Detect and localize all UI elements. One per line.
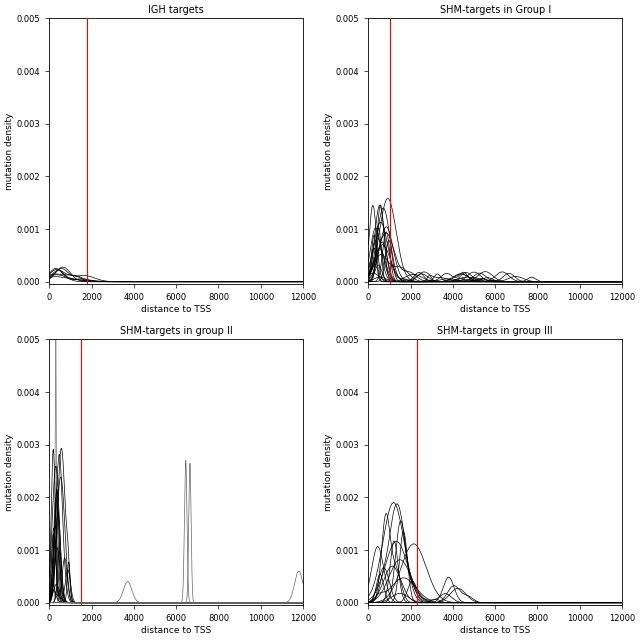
X-axis label: distance to TSS: distance to TSS xyxy=(141,626,211,635)
Y-axis label: mutation density: mutation density xyxy=(324,434,333,511)
Title: SHM-targets in group II: SHM-targets in group II xyxy=(120,326,232,336)
X-axis label: distance to TSS: distance to TSS xyxy=(460,305,531,314)
Y-axis label: mutation density: mutation density xyxy=(324,113,333,190)
Title: SHM-targets in Group I: SHM-targets in Group I xyxy=(440,5,551,15)
Title: IGH targets: IGH targets xyxy=(148,5,204,15)
X-axis label: distance to TSS: distance to TSS xyxy=(460,626,531,635)
X-axis label: distance to TSS: distance to TSS xyxy=(141,305,211,314)
Title: SHM-targets in group III: SHM-targets in group III xyxy=(437,326,553,336)
Y-axis label: mutation density: mutation density xyxy=(5,434,14,511)
Y-axis label: mutation density: mutation density xyxy=(5,113,14,190)
